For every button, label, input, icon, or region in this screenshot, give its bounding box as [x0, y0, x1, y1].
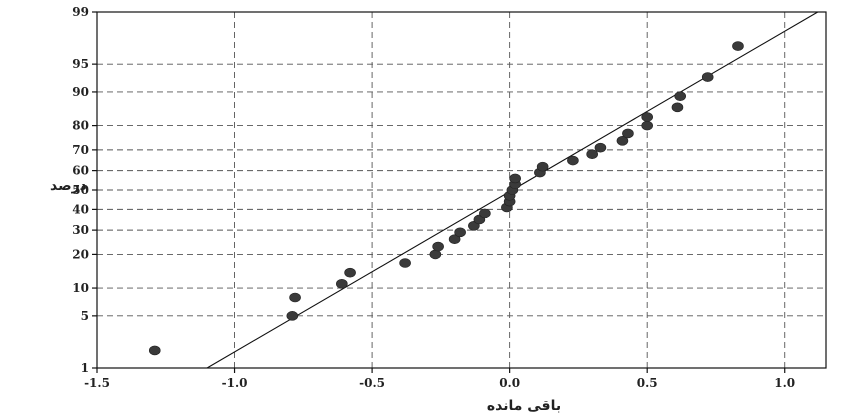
- data-point: [344, 267, 356, 278]
- y-tick-label: 70: [72, 143, 89, 157]
- data-point: [479, 208, 491, 219]
- grid-lines: [97, 12, 826, 368]
- y-tick-label: 99: [72, 5, 89, 19]
- data-point: [641, 120, 653, 131]
- data-point: [509, 173, 521, 184]
- data-point: [586, 149, 598, 160]
- data-point: [448, 234, 461, 245]
- y-tick-label: 95: [72, 57, 89, 71]
- data-point: [567, 155, 579, 166]
- data-point: [432, 241, 444, 252]
- data-point: [286, 311, 299, 321]
- y-tick-label: 30: [72, 223, 89, 237]
- x-axis-title: باقی مانده: [487, 398, 561, 414]
- x-axis-ticks: -1.5 -1.0 -0.5 0.0 0.5 1.0: [84, 368, 795, 390]
- y-tick-label: 80: [72, 119, 89, 133]
- data-point: [536, 161, 549, 172]
- data-point: [289, 292, 301, 303]
- x-tick-label: 1.0: [774, 376, 795, 390]
- x-tick-label: -0.5: [359, 376, 385, 390]
- x-tick-label: 0.0: [499, 376, 520, 390]
- data-points: [148, 41, 744, 356]
- y-tick-label: 1: [81, 361, 89, 375]
- data-point: [336, 279, 348, 289]
- data-point: [732, 41, 744, 51]
- y-tick-label: 5: [81, 309, 89, 323]
- data-point: [671, 102, 684, 113]
- data-point: [674, 91, 687, 101]
- x-tick-label: 0.5: [637, 376, 658, 390]
- data-point: [701, 72, 714, 82]
- y-axis-ticks: 1 5 10 20 30 40 50 60 70 80 90 95 99: [72, 5, 97, 375]
- data-point: [594, 142, 607, 153]
- x-tick-label: -1.5: [84, 376, 110, 390]
- data-point: [622, 128, 634, 139]
- y-axis-title: درصد: [50, 178, 87, 194]
- y-tick-label: 50: [72, 183, 89, 197]
- data-point: [454, 227, 466, 238]
- data-point: [399, 258, 411, 268]
- data-point: [148, 345, 161, 356]
- y-tick-label: 40: [72, 202, 89, 216]
- data-point: [616, 135, 629, 146]
- data-point: [641, 112, 653, 122]
- y-tick-label: 10: [72, 281, 89, 295]
- y-tick-label: 60: [72, 164, 89, 178]
- x-tick-label: -1.0: [222, 376, 248, 390]
- y-tick-label: 90: [72, 85, 89, 99]
- y-tick-label: 20: [72, 247, 89, 261]
